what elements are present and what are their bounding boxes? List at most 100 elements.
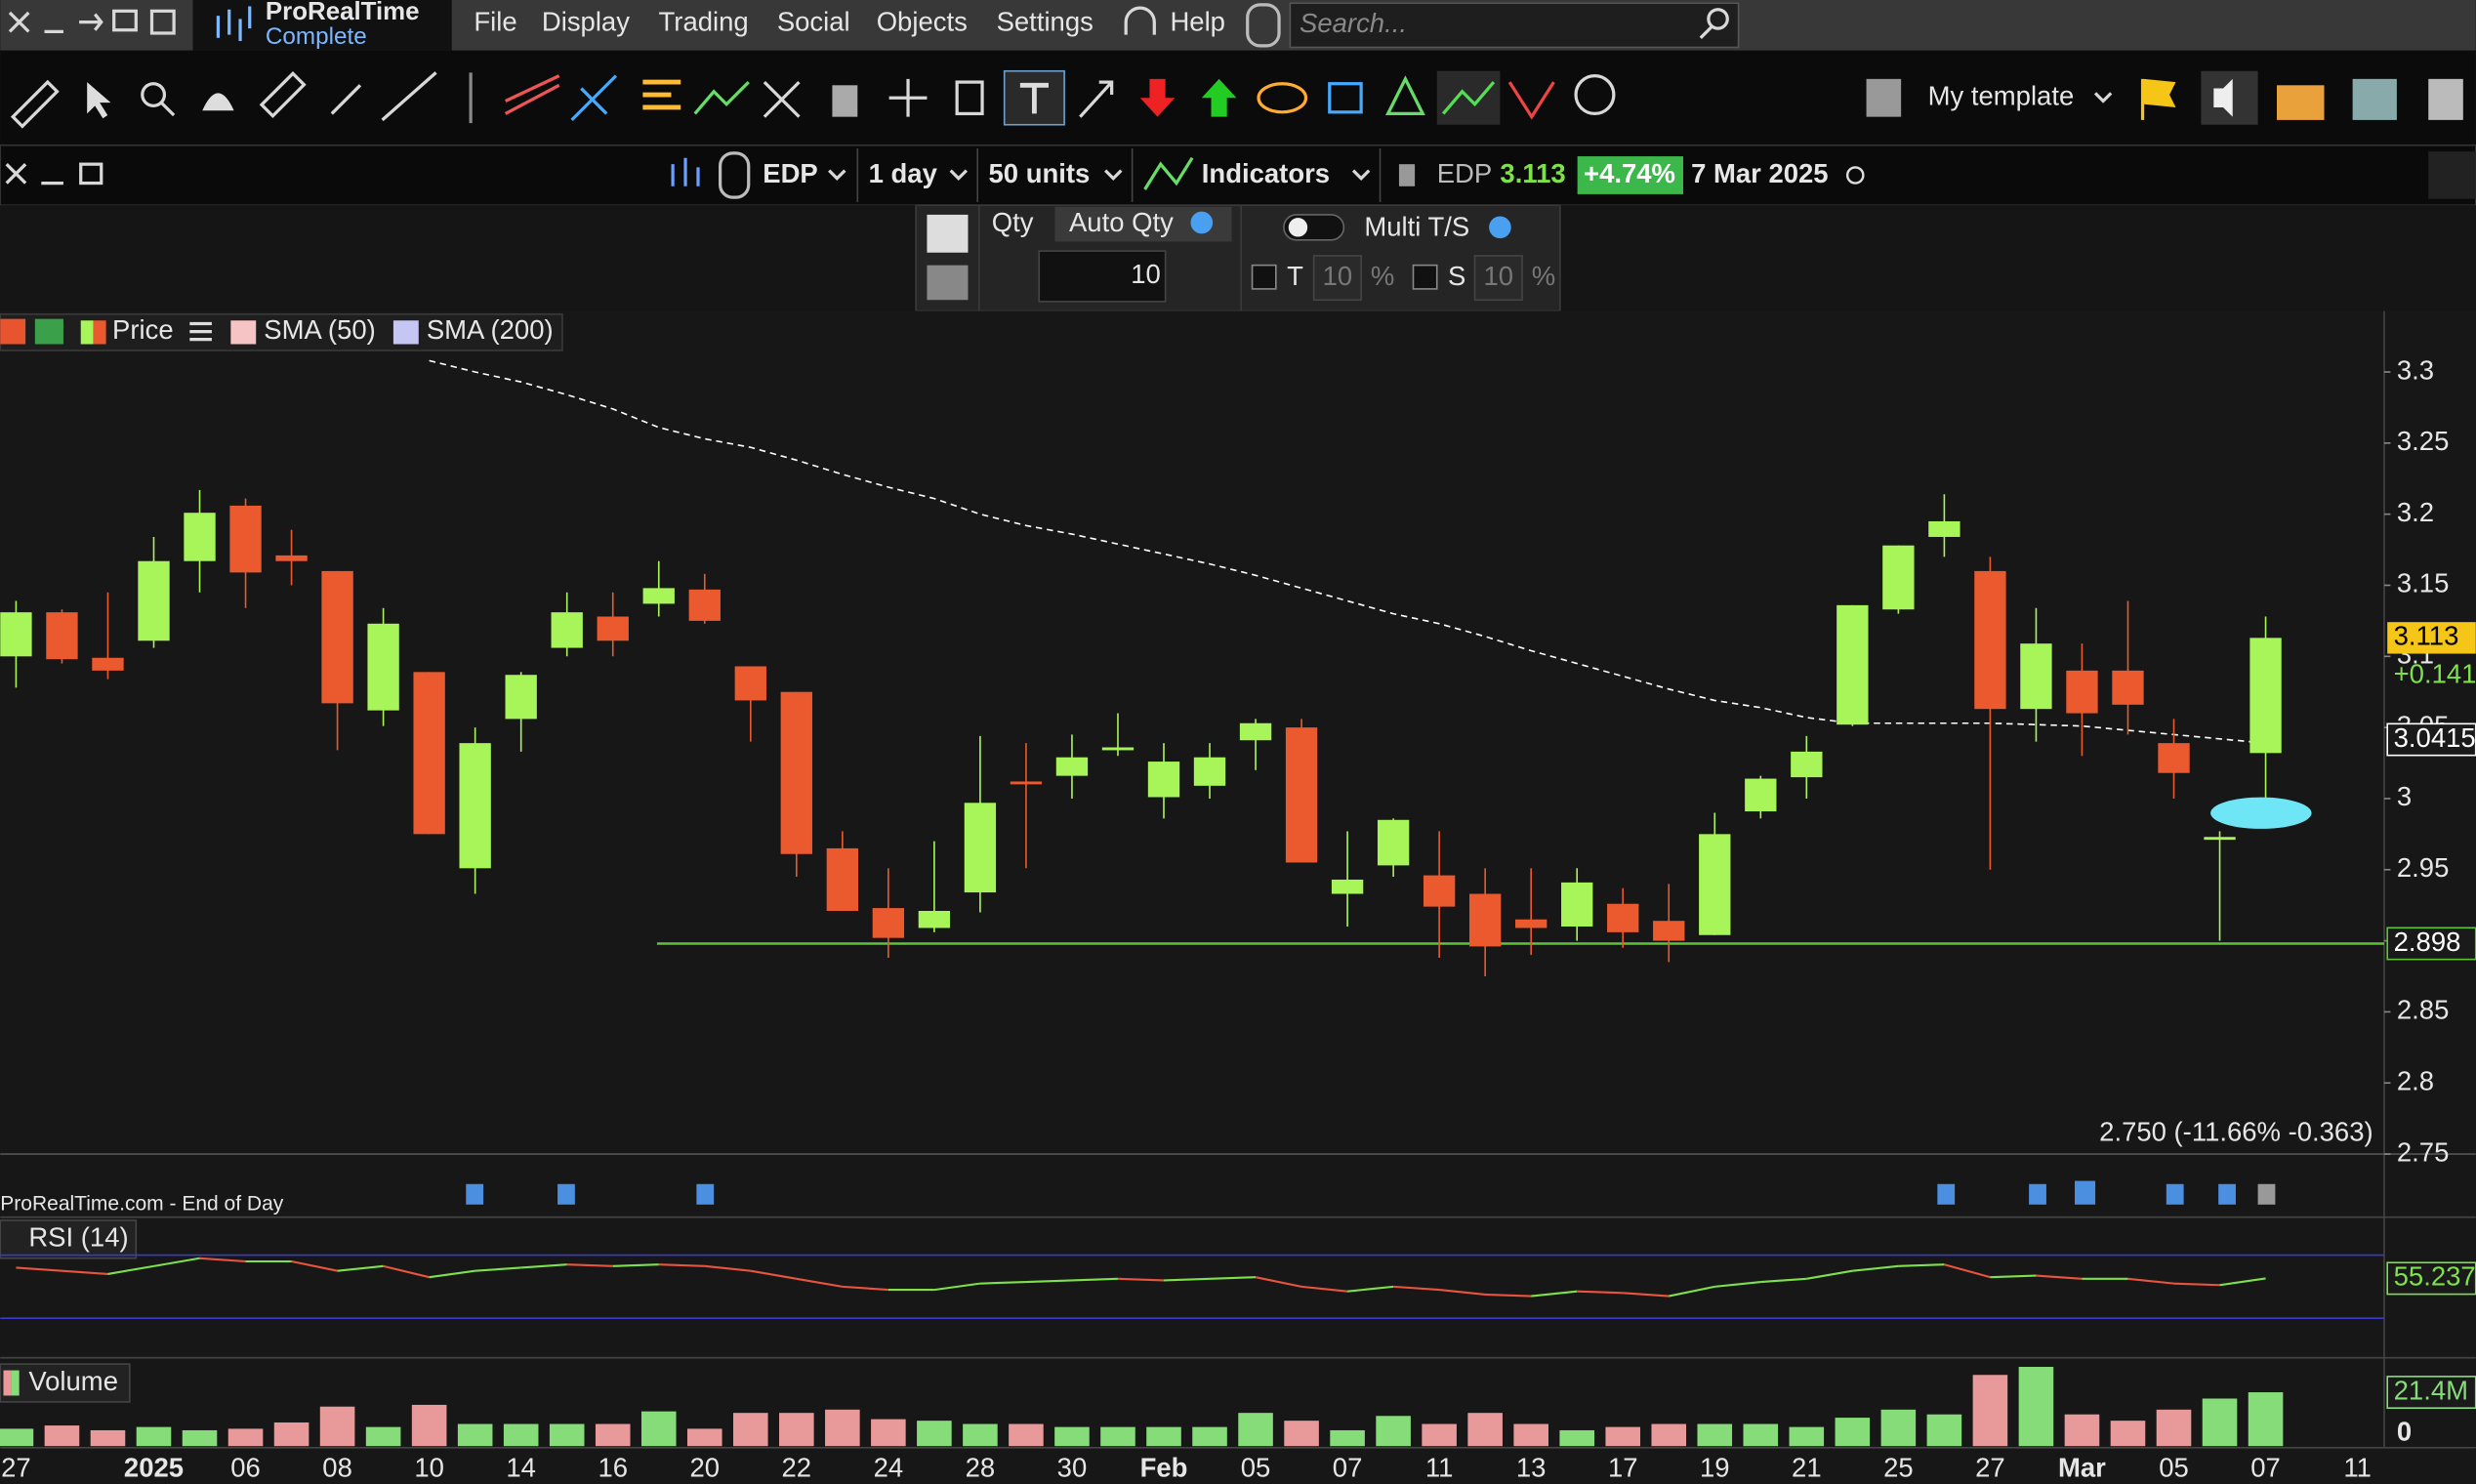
legend-price[interactable]: Price: [112, 314, 174, 345]
copy-tool[interactable]: [955, 80, 984, 116]
auto-qty[interactable]: Auto Qty: [1069, 207, 1174, 237]
calendar-icon[interactable]: [2428, 78, 2463, 120]
help-icon[interactable]: [1124, 6, 1156, 35]
news-icon[interactable]: [2029, 1183, 2046, 1205]
layout-icon[interactable]: [112, 9, 138, 32]
chart-link-icon[interactable]: [718, 151, 751, 199]
alert-tool[interactable]: [202, 93, 234, 111]
sell-arrow[interactable]: [1139, 78, 1176, 117]
segment-tool[interactable]: [330, 84, 362, 115]
search-box[interactable]: [1289, 2, 1740, 49]
fan-tool[interactable]: [570, 74, 618, 122]
pointer-tool[interactable]: [87, 82, 111, 119]
qty-value[interactable]: 10: [1131, 259, 1161, 289]
units[interactable]: 50 units: [989, 158, 1091, 188]
legend-label[interactable]: SMA (200): [427, 314, 554, 345]
period-chevron[interactable]: [949, 169, 969, 182]
indicators-chevron[interactable]: [1351, 169, 1371, 182]
refresh-icon[interactable]: [2428, 151, 2476, 199]
channel-tool[interactable]: [504, 74, 560, 115]
units-chevron[interactable]: [1104, 169, 1123, 182]
info-bubble[interactable]: [1489, 216, 1511, 239]
candle-body: [1468, 893, 1502, 947]
flag-icon[interactable]: [2140, 78, 2176, 120]
buy-arrow[interactable]: [1201, 78, 1237, 117]
menu-item[interactable]: Display: [542, 7, 630, 37]
pin-icon[interactable]: [79, 13, 103, 31]
close-icon[interactable]: [8, 11, 30, 33]
text-tool[interactable]: [1019, 82, 1049, 114]
indicator-tool[interactable]: [1441, 81, 1496, 115]
news-icon[interactable]: [557, 1183, 575, 1205]
zoom-tool[interactable]: [141, 82, 176, 117]
period[interactable]: 1 day: [869, 158, 938, 188]
qty-input[interactable]: [1038, 250, 1167, 303]
sync-icon[interactable]: [2352, 78, 2397, 120]
volume-bar: [1513, 1423, 1548, 1447]
search-icon[interactable]: [1699, 8, 1729, 39]
menu-item[interactable]: Objects: [877, 7, 968, 37]
news-icon[interactable]: [2166, 1183, 2184, 1205]
chart-window-controls[interactable]: [5, 163, 63, 186]
t-input[interactable]: [1312, 255, 1362, 302]
keyboard-icon[interactable]: [927, 265, 969, 301]
legend-button[interactable]: [0, 318, 26, 345]
rectangle-tool[interactable]: [1328, 82, 1363, 114]
trash-tool[interactable]: [832, 85, 858, 117]
tools-set[interactable]: [763, 80, 801, 118]
arrow-tool[interactable]: [1079, 80, 1114, 118]
s-value[interactable]: 10: [1484, 261, 1514, 291]
change-label: +0.141: [2394, 658, 2476, 688]
news-icon[interactable]: [2218, 1183, 2236, 1205]
symbol[interactable]: EDP: [763, 158, 817, 188]
t-value[interactable]: 10: [1323, 261, 1353, 291]
list-icon[interactable]: [189, 321, 212, 342]
indicators-button[interactable]: Indicators: [1202, 158, 1330, 188]
volume-bar: [44, 1425, 80, 1447]
chart-maximize[interactable]: [79, 162, 103, 186]
s-unit: %: [1532, 261, 1555, 291]
news-icon[interactable]: [696, 1183, 715, 1205]
toggle-knob[interactable]: [1288, 218, 1308, 237]
legend-label[interactable]: SMA (50): [264, 314, 375, 345]
template-chevron[interactable]: [2093, 92, 2113, 103]
link-icon[interactable]: [1246, 3, 1281, 48]
save-icon[interactable]: [1866, 78, 1902, 117]
price-swatch-up: [80, 320, 94, 345]
ellipse-tool[interactable]: [1257, 82, 1308, 114]
s-input[interactable]: [1473, 255, 1523, 302]
info-icon[interactable]: [2257, 1183, 2276, 1205]
t-checkbox[interactable]: [1251, 264, 1277, 290]
candle-body: [1193, 757, 1226, 786]
news-icon[interactable]: [466, 1183, 484, 1205]
wheel-tool[interactable]: [1574, 74, 1616, 116]
lock-icon[interactable]: [2277, 85, 2325, 120]
wave-tool[interactable]: [693, 80, 750, 115]
chart-type-icon[interactable]: [671, 157, 700, 186]
tools-icon[interactable]: [149, 9, 176, 35]
line-tool[interactable]: [381, 71, 437, 122]
pencil-tool[interactable]: [10, 79, 60, 129]
info-bubble[interactable]: [1190, 211, 1214, 234]
template-name[interactable]: My template: [1928, 81, 2075, 111]
menu: File Display Trading Social Objects Settings H…: [474, 7, 1225, 37]
indicators-icon[interactable]: [1143, 156, 1194, 190]
ruler-tool[interactable]: [259, 71, 307, 119]
news-icon[interactable]: [2075, 1180, 2096, 1205]
menu-item[interactable]: Social: [777, 7, 850, 37]
legend-button[interactable]: [34, 318, 63, 345]
menu-item[interactable]: Settings: [997, 7, 1094, 37]
info-icon[interactable]: [1398, 164, 1416, 186]
pattern-tool[interactable]: [1507, 81, 1555, 120]
menu-item[interactable]: File: [474, 7, 516, 37]
menu-item[interactable]: Help: [1170, 7, 1225, 37]
sound-icon[interactable]: [2213, 78, 2233, 117]
wrench-icon[interactable]: [927, 214, 969, 253]
menu-item[interactable]: Trading: [659, 7, 749, 37]
move-tool[interactable]: [888, 78, 928, 117]
triangle-tool[interactable]: [1385, 75, 1425, 116]
s-checkbox[interactable]: [1412, 264, 1438, 290]
fibonacci-tool[interactable]: [642, 79, 681, 110]
symbol-chevron[interactable]: [828, 169, 846, 182]
news-icon[interactable]: [1937, 1183, 1956, 1205]
